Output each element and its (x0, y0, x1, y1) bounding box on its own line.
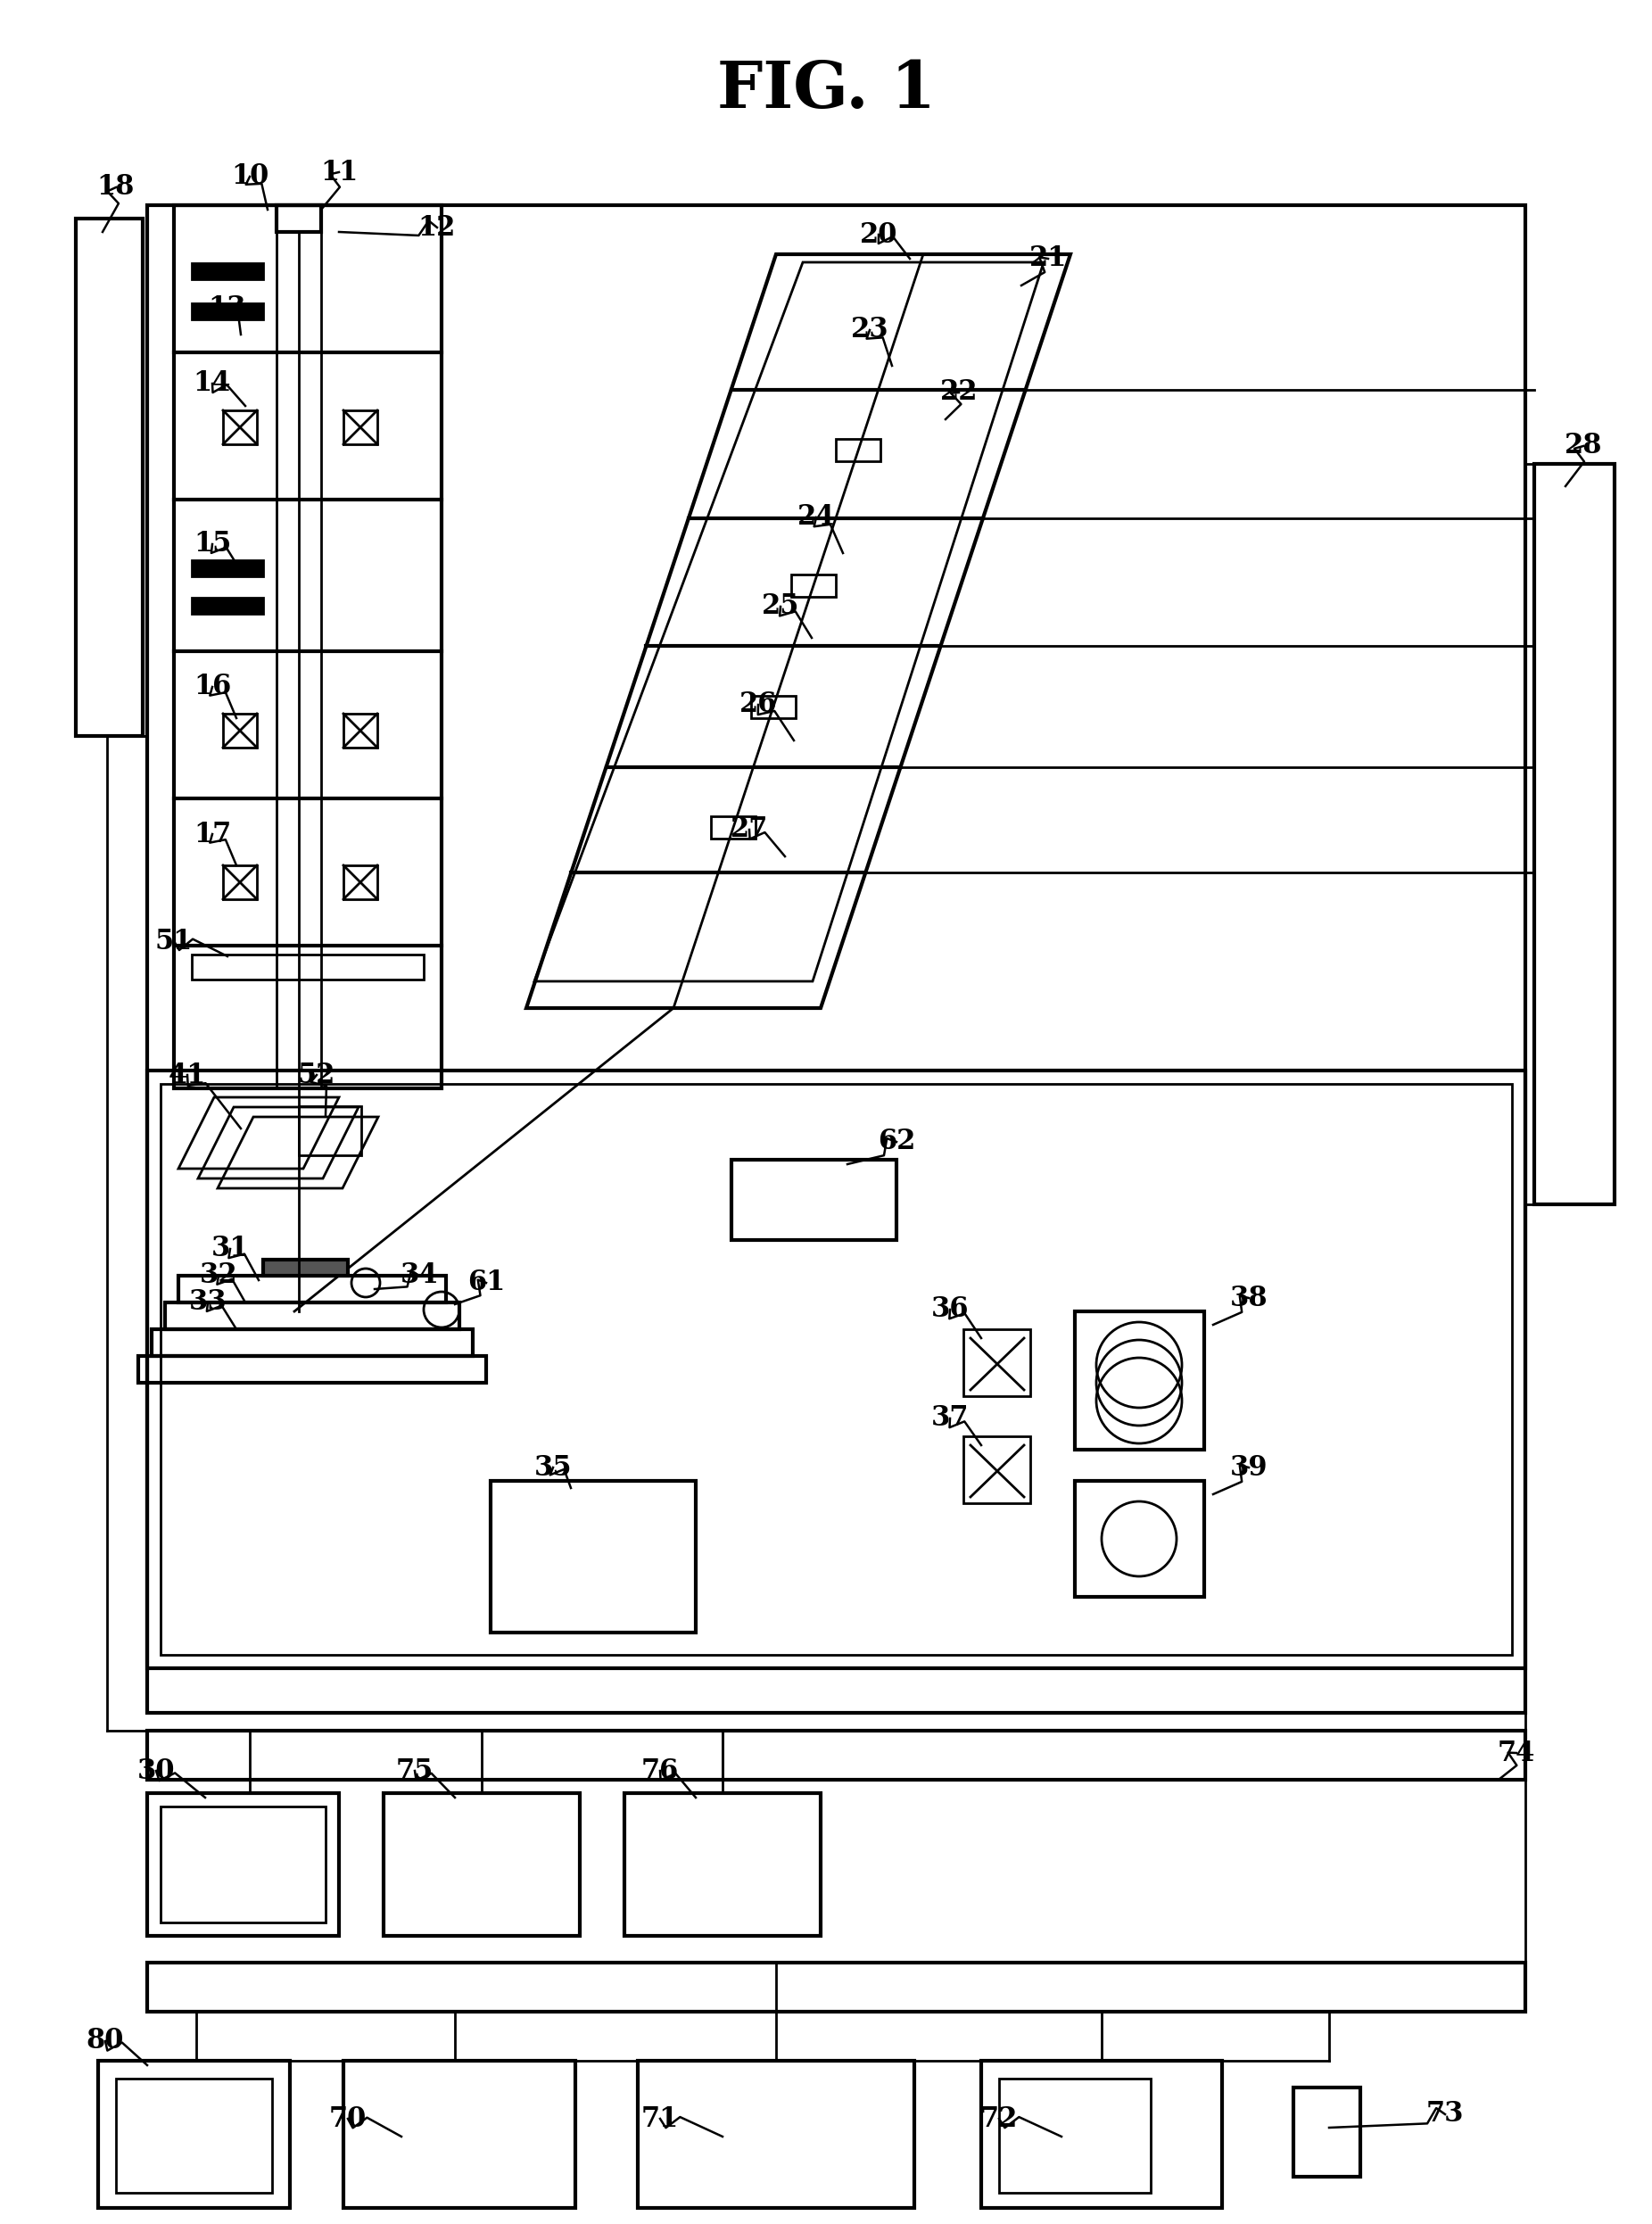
Text: 33: 33 (188, 1288, 226, 1317)
Text: 61: 61 (468, 1270, 506, 1297)
Bar (344, 2062, 575, 2208)
Bar (116, 2079, 273, 2193)
Bar (192, 598, 263, 614)
Bar (299, 1105, 362, 1154)
Bar (192, 560, 263, 576)
Bar (223, 865, 258, 898)
Text: 11: 11 (320, 158, 358, 187)
Text: 10: 10 (231, 162, 269, 191)
Text: 76: 76 (641, 1757, 679, 1784)
Text: 21: 21 (1029, 245, 1067, 274)
Bar (147, 1793, 339, 1935)
Bar (1075, 1312, 1204, 1450)
Text: 16: 16 (193, 674, 231, 701)
Text: FIG. 1: FIG. 1 (717, 58, 935, 120)
Text: 12: 12 (418, 214, 456, 242)
Text: 51: 51 (155, 927, 193, 954)
Text: 30: 30 (137, 1757, 175, 1784)
Bar (147, 1962, 1525, 2013)
Text: 36: 36 (932, 1297, 970, 1323)
Text: 22: 22 (940, 378, 978, 407)
Text: 17: 17 (193, 821, 231, 847)
Bar (97, 2062, 289, 2208)
Text: 70: 70 (329, 2104, 367, 2133)
Bar (192, 262, 263, 280)
Bar (160, 1806, 325, 1922)
Text: 72: 72 (980, 2104, 1018, 2133)
Text: 15: 15 (193, 529, 231, 558)
Bar (624, 1793, 821, 1935)
Bar (223, 411, 258, 445)
Bar (1075, 1481, 1204, 1597)
Bar (1535, 465, 1614, 1205)
Bar (192, 954, 423, 979)
Text: 26: 26 (740, 692, 776, 718)
Text: 14: 14 (193, 369, 231, 398)
Bar (76, 218, 142, 736)
Text: 20: 20 (859, 220, 897, 249)
Bar (963, 1330, 1031, 1397)
Bar (963, 1437, 1031, 1503)
Text: 31: 31 (211, 1234, 249, 1263)
Bar (147, 1070, 1525, 1668)
Text: 74: 74 (1497, 1739, 1535, 1766)
Text: 25: 25 (762, 594, 800, 620)
Bar (192, 302, 263, 320)
Text: 73: 73 (1426, 2099, 1464, 2128)
Text: 23: 23 (851, 316, 889, 345)
Text: 62: 62 (877, 1128, 915, 1156)
Text: 75: 75 (396, 1757, 433, 1784)
Text: 71: 71 (641, 2104, 679, 2133)
Bar (152, 1330, 472, 1357)
Bar (491, 1481, 695, 1632)
Text: 34: 34 (400, 1261, 438, 1290)
Bar (178, 1277, 446, 1303)
Bar (1294, 2088, 1360, 2177)
Text: 39: 39 (1229, 1454, 1267, 1481)
Text: 35: 35 (534, 1454, 572, 1481)
Bar (147, 1730, 1525, 1779)
Bar (981, 2062, 1222, 2208)
Text: 41: 41 (169, 1061, 206, 1090)
Text: 80: 80 (86, 2028, 124, 2055)
Bar (383, 1793, 580, 1935)
Polygon shape (836, 438, 881, 460)
Bar (223, 714, 258, 747)
Text: 24: 24 (798, 503, 836, 532)
Polygon shape (752, 696, 796, 718)
Text: 28: 28 (1564, 431, 1602, 460)
Bar (147, 205, 1525, 1712)
Bar (160, 1083, 1512, 1655)
Bar (344, 411, 377, 445)
Bar (173, 205, 441, 1088)
Bar (263, 1259, 349, 1277)
Bar (344, 865, 377, 898)
Text: 37: 37 (932, 1406, 970, 1432)
Text: 13: 13 (208, 294, 246, 322)
Text: 18: 18 (97, 173, 135, 200)
Bar (165, 1303, 459, 1330)
Text: 32: 32 (200, 1261, 238, 1290)
Bar (732, 1159, 897, 1241)
Polygon shape (710, 816, 755, 838)
Text: 38: 38 (1229, 1283, 1267, 1312)
Text: 52: 52 (297, 1061, 335, 1090)
Bar (276, 205, 320, 231)
Bar (139, 1357, 486, 1383)
Text: 27: 27 (730, 816, 768, 843)
Polygon shape (791, 574, 836, 596)
Bar (999, 2079, 1151, 2193)
Bar (638, 2062, 914, 2208)
Bar (344, 714, 377, 747)
